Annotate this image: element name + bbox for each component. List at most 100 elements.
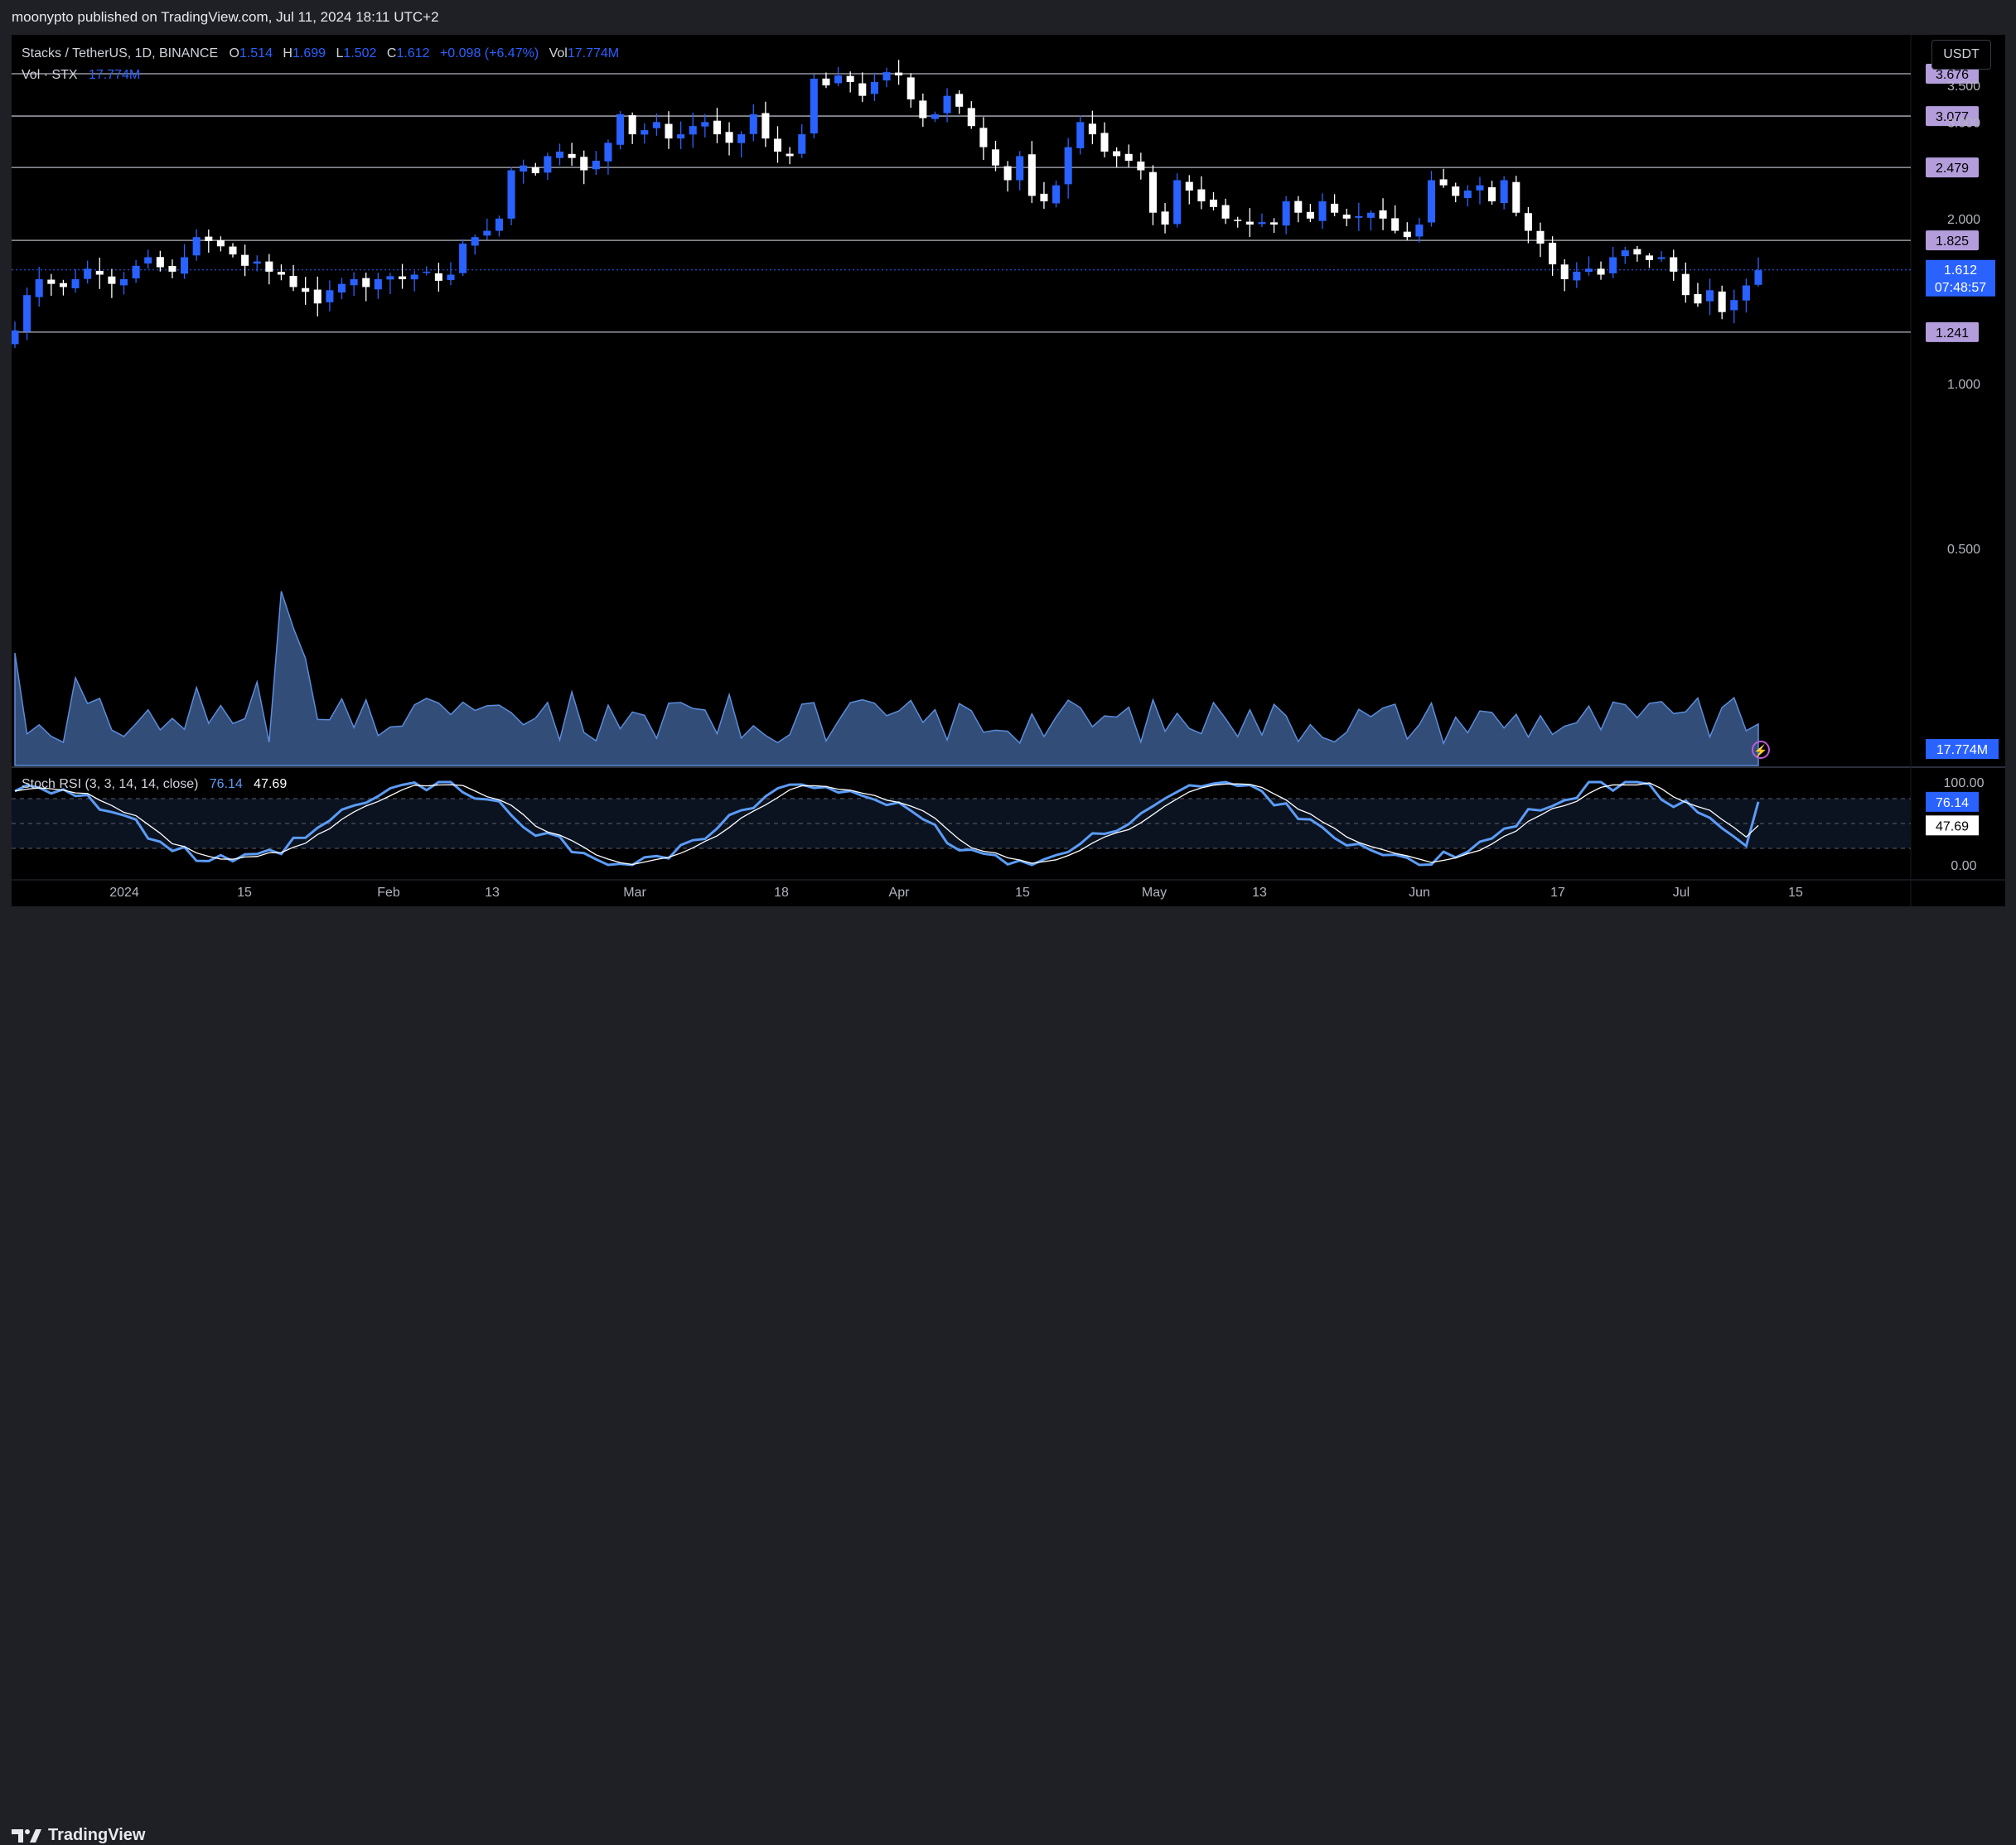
- price-chart-svg[interactable]: 3.676 3.077 2.479 1.825 1.241 3.500 3.000 2.000…: [11, 35, 2005, 906]
- candle-body-51: [628, 115, 636, 135]
- candle-body-49: [604, 142, 612, 162]
- currency-button[interactable]: USDT: [1931, 40, 1991, 70]
- candle-body-54: [665, 123, 673, 139]
- candle-body-90: [1100, 133, 1109, 152]
- candle-body-16: [205, 236, 213, 241]
- candle-body-27: [337, 283, 346, 293]
- change-value: +0.098 (+6.47%): [439, 46, 539, 60]
- candle-body-37: [459, 244, 467, 273]
- level-badge-1: [1926, 106, 1979, 127]
- close-label: C: [386, 46, 397, 60]
- volume-series-label[interactable]: Vol · STX: [22, 68, 78, 82]
- tradingview-logo-icon: [12, 1828, 41, 1843]
- candle-body-10: [132, 265, 140, 279]
- level-badge-text-0: 3.676: [1936, 68, 1969, 82]
- vol-label: Vol: [549, 46, 568, 60]
- candle-body-101: [1234, 220, 1242, 221]
- symbol-title[interactable]: Stacks / TetherUS, 1D, BINANCE: [22, 46, 219, 60]
- candle-body-6: [84, 268, 92, 279]
- level-badge-4: [1926, 321, 1979, 342]
- low-label: L: [336, 46, 344, 60]
- candle-body-106: [1294, 200, 1303, 213]
- candle-body-86: [1052, 185, 1061, 204]
- publish-bar: moonypto published on TradingView.com, J…: [0, 0, 2016, 35]
- candle-body-58: [713, 120, 721, 135]
- candle-body-125: [1524, 213, 1532, 231]
- candle-body-123: [1500, 180, 1508, 204]
- candle-body-119: [1452, 186, 1460, 196]
- stoch-rsi-label[interactable]: Stoch RSI (3, 3, 14, 14, close): [22, 777, 199, 791]
- stoch-rsi-d-value: 47.69: [254, 777, 288, 791]
- lightning-icon-glyph: ⚡: [1753, 744, 1767, 758]
- candle-body-30: [374, 279, 382, 290]
- time-tick-12: Jul: [1673, 886, 1690, 900]
- chart-area[interactable]: 3.676 3.077 2.479 1.825 1.241 3.500 3.000 2.000…: [11, 35, 2005, 906]
- candle-body-118: [1439, 179, 1448, 186]
- price-tick-0: 3.500: [1947, 80, 1980, 94]
- candle-body-114: [1391, 218, 1400, 231]
- candle-body-14: [181, 257, 189, 274]
- candle-body-84: [1027, 154, 1036, 196]
- candle-body-103: [1258, 222, 1266, 225]
- candle-body-99: [1209, 199, 1218, 207]
- low-value: 1.502: [343, 46, 377, 60]
- candle-body-95: [1161, 211, 1169, 225]
- candle-body-47: [580, 157, 588, 171]
- candle-body-94: [1148, 171, 1157, 213]
- time-tick-10: Jun: [1409, 886, 1430, 900]
- rsi-tick-100: 100.00: [1944, 776, 1985, 790]
- candle-body-62: [761, 113, 770, 139]
- time-tick-4: Mar: [623, 886, 646, 900]
- price-tick-2: 2.000: [1947, 213, 1980, 227]
- candle-body-56: [689, 126, 697, 135]
- countdown-text: 07:48:57: [1935, 281, 1986, 295]
- high-value: 1.699: [292, 46, 326, 60]
- candle-body-108: [1318, 201, 1327, 221]
- rsi-d-badge: [1926, 815, 1979, 836]
- level-badge-3: [1926, 230, 1979, 251]
- candle-body-0: [11, 330, 19, 345]
- candle-body-82: [1003, 166, 1012, 181]
- publish-info: moonypto published on TradingView.com, J…: [12, 9, 439, 25]
- stoch-d-line: [14, 782, 1759, 866]
- candle-body-109: [1331, 203, 1339, 213]
- candle-body-67: [822, 78, 830, 86]
- candle-body-32: [399, 276, 407, 280]
- candle-body-128: [1560, 264, 1569, 280]
- candle-body-115: [1403, 231, 1411, 238]
- candle-body-19: [241, 254, 249, 266]
- tradingview-logo[interactable]: TradingView: [12, 1826, 145, 1845]
- candle-body-144: [1754, 270, 1762, 285]
- candle-body-36: [447, 274, 455, 280]
- candle-body-137: [1670, 257, 1678, 272]
- candle-body-38: [471, 237, 479, 246]
- tradingview-brand: TradingView: [48, 1826, 146, 1844]
- candle-body-112: [1366, 212, 1375, 218]
- candle-body-60: [737, 134, 746, 143]
- candle-body-12: [156, 257, 164, 268]
- candle-body-21: [265, 261, 273, 272]
- candle-body-139: [1694, 294, 1702, 304]
- candle-body-124: [1512, 181, 1520, 213]
- candle-body-45: [555, 151, 564, 158]
- candle-body-116: [1415, 225, 1424, 237]
- candle-body-132: [1609, 257, 1617, 273]
- candle-body-11: [144, 257, 152, 264]
- candle-body-117: [1427, 180, 1436, 223]
- time-tick-9: 13: [1252, 886, 1267, 900]
- candle-body-110: [1342, 215, 1351, 219]
- candle-body-25: [313, 289, 321, 304]
- volume-histogram: [14, 591, 1759, 766]
- candle-body-80: [979, 128, 988, 147]
- candle-body-48: [592, 161, 600, 170]
- candle-body-66: [810, 78, 818, 134]
- candle-body-74: [906, 77, 915, 99]
- symbol-legend: Stacks / TetherUS, 1D, BINANCE O1.514 H1…: [22, 43, 626, 86]
- candle-body-64: [786, 153, 794, 157]
- price-tick-4: 0.500: [1947, 543, 1980, 557]
- level-badge-text-3: 1.825: [1936, 234, 1969, 249]
- candle-body-126: [1536, 230, 1545, 244]
- level-badge-text-4: 1.241: [1936, 326, 1969, 341]
- candle-body-2: [35, 279, 43, 297]
- candle-body-142: [1730, 300, 1738, 311]
